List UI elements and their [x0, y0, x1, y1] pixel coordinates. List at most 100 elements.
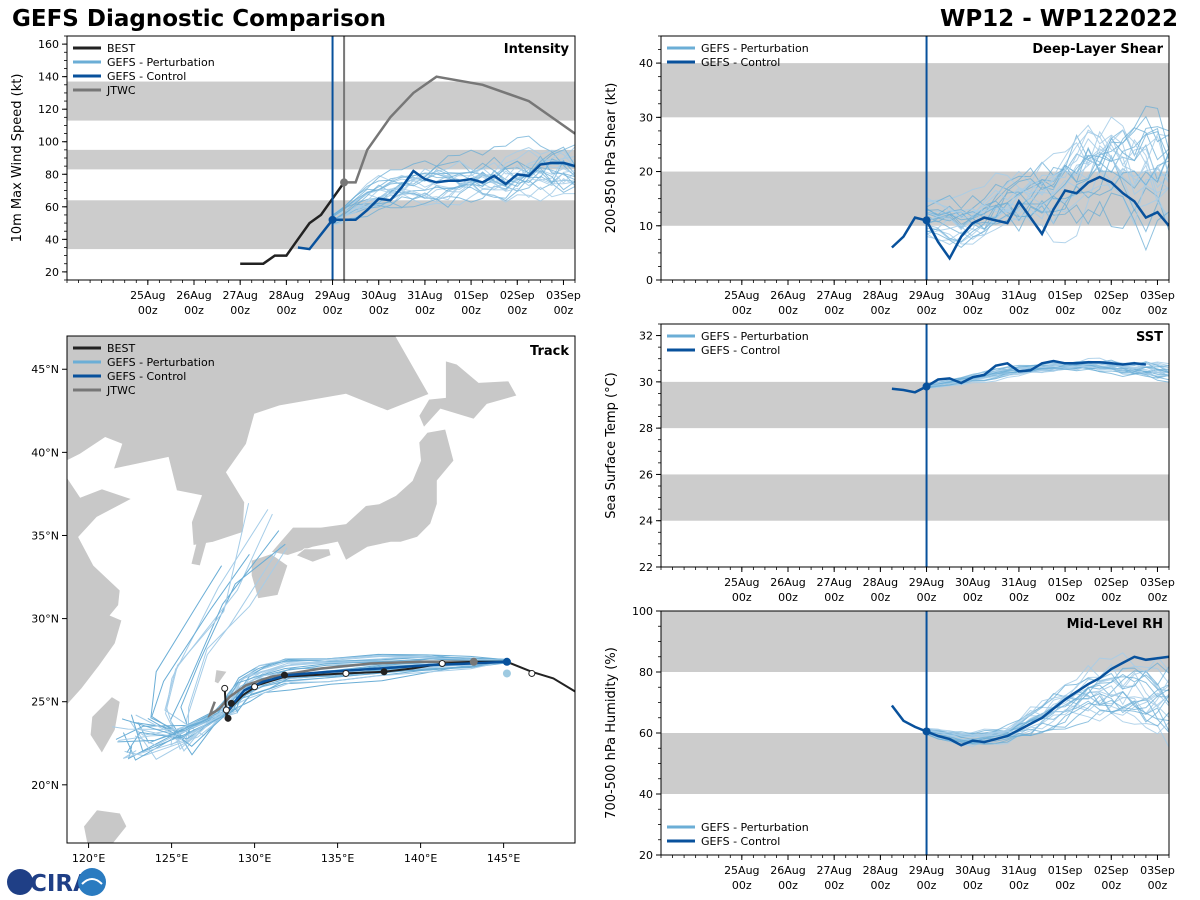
x-tick-hour-sst: 00z [917, 591, 937, 604]
x-tick-hour-intensity: 00z [507, 304, 527, 317]
x-tick-hour-intensity: 00z [184, 304, 204, 317]
x-tick-date-intensity: 28Aug [269, 289, 304, 302]
y-tick-label-sst: 24 [639, 515, 653, 528]
y-tick-label-track: 20°N [31, 779, 59, 792]
x-tick-date-shear: 03Sep [1140, 289, 1175, 302]
y-tick-label-sst: 32 [639, 330, 653, 343]
x-tick-date-intensity: 29Aug [315, 289, 350, 302]
best-track-marker [222, 706, 230, 714]
y-tick-label-rh: 20 [639, 849, 653, 862]
best-track-marker [438, 659, 446, 667]
x-tick-hour-sst: 00z [963, 591, 983, 604]
perturbation-line-shear-11 [926, 126, 1169, 225]
legend-label-rh-1: GEFS - Control [701, 835, 780, 848]
y-tick-label-track: 30°N [31, 613, 59, 626]
jtwc-init-marker [340, 178, 349, 187]
init-marker-shear [922, 216, 931, 225]
x-tick-date-shear: 31Aug [1001, 289, 1036, 302]
x-tick-hour-intensity: 00z [230, 304, 250, 317]
legend-label-track-2: GEFS - Control [107, 370, 186, 383]
x-tick-label-track: 140°E [404, 852, 437, 865]
land-hokkaido [418, 360, 518, 429]
jtwc-track [207, 660, 474, 719]
best-track-marker [221, 684, 229, 692]
x-tick-label-track: 125°E [155, 852, 188, 865]
y-tick-label-shear: 30 [639, 111, 653, 124]
x-tick-date-intensity: 03Sep [546, 289, 581, 302]
x-tick-date-sst: 01Sep [1048, 576, 1083, 589]
y-tick-label-sst: 28 [639, 422, 653, 435]
x-tick-hour-rh: 00z [1101, 879, 1121, 892]
perturbation-line-intensity-21 [332, 155, 575, 218]
perturbation-track-3 [150, 565, 507, 731]
panel-shear: 0 10 20 30 40 25Aug 00z 26Aug 00z 27Aug 00z 28Aug 00… [604, 35, 1175, 317]
x-tick-hour-shear: 00z [1055, 304, 1075, 317]
x-tick-hour-rh: 00z [963, 879, 983, 892]
band-sst-1 [661, 381, 1169, 429]
y-tick-label-rh: 80 [639, 666, 653, 679]
x-tick-date-rh: 30Aug [955, 864, 990, 877]
y-tick-label-track: 45°N [31, 363, 59, 376]
x-tick-hour-sst: 00z [1009, 591, 1029, 604]
init-marker-rh [922, 727, 931, 736]
legend-label-shear-0: GEFS - Perturbation [701, 42, 809, 55]
panel-title-sst: SST [1136, 330, 1163, 345]
x-tick-hour-intensity: 00z [276, 304, 296, 317]
control-line-intensity [297, 161, 575, 251]
y-tick-label-sst: 26 [639, 468, 653, 481]
legend-label-track-1: GEFS - Perturbation [107, 356, 215, 369]
control-line-rh [890, 655, 1169, 747]
band-intensity-1 [67, 149, 575, 170]
perturbation-line-shear-8 [926, 178, 1169, 242]
x-tick-date-intensity: 31Aug [407, 289, 442, 302]
perturbation-line-shear-0 [926, 156, 1169, 245]
land-shikoku [295, 548, 332, 563]
band-intensity-2 [67, 81, 575, 121]
x-tick-date-rh: 31Aug [1001, 864, 1036, 877]
perturbation-end-marker [502, 669, 511, 678]
y-tick-label-track: 35°N [31, 529, 59, 542]
band-intensity-0 [67, 200, 575, 250]
perturbation-line-shear-13 [926, 160, 1169, 223]
legend-label-rh-0: GEFS - Perturbation [701, 821, 809, 834]
x-tick-date-sst: 30Aug [955, 576, 990, 589]
legend-label-sst-0: GEFS - Perturbation [701, 330, 809, 343]
x-tick-date-sst: 29Aug [909, 576, 944, 589]
x-tick-hour-sst: 00z [778, 591, 798, 604]
perturbation-track-18 [129, 659, 508, 760]
perturbation-line-shear-22 [926, 130, 1169, 219]
x-tick-date-intensity: 01Sep [454, 289, 489, 302]
x-tick-hour-shear: 00z [870, 304, 890, 317]
panel-intensity: 20 40 60 80 100 120 140 160 25Aug 00z 26Aug 00z 27Au… [10, 35, 581, 317]
x-tick-hour-sst: 00z [824, 591, 844, 604]
y-axis-label-shear: 200-850 hPa Shear (kt) [604, 83, 619, 234]
perturbation-line-shear-12 [926, 134, 1169, 219]
perturbation-track-20 [122, 655, 508, 759]
perturbation-line-intensity-5 [332, 179, 575, 226]
y-tick-label-track: 25°N [31, 696, 59, 709]
x-tick-hour-rh: 00z [824, 879, 844, 892]
x-tick-date-intensity: 25Aug [130, 289, 165, 302]
perturbation-line-rh-17 [926, 687, 1169, 735]
panel-rh: 20 40 60 80 100 25Aug 00z 26Aug 00z 27Aug 00z 28Aug… [604, 605, 1175, 892]
x-tick-hour-intensity: 00z [369, 304, 389, 317]
perturbation-line-shear-4 [926, 166, 1169, 243]
x-tick-label-track: 135°E [321, 852, 354, 865]
x-tick-hour-sst: 00z [1101, 591, 1121, 604]
x-tick-date-rh: 02Sep [1094, 864, 1129, 877]
band-shear-1 [661, 63, 1169, 118]
x-tick-date-sst: 27Aug [816, 576, 851, 589]
x-tick-date-rh: 27Aug [816, 864, 851, 877]
x-tick-hour-shear: 00z [824, 304, 844, 317]
x-tick-date-shear: 02Sep [1094, 289, 1129, 302]
x-tick-date-rh: 25Aug [724, 864, 759, 877]
x-tick-hour-rh: 00z [1055, 879, 1075, 892]
x-tick-hour-sst: 00z [1148, 591, 1168, 604]
x-tick-date-rh: 03Sep [1140, 864, 1175, 877]
x-tick-date-shear: 26Aug [770, 289, 805, 302]
legend-label-track-0: BEST [107, 342, 135, 355]
y-tick-label-sst: 30 [639, 376, 653, 389]
band-rh-0 [661, 733, 1169, 794]
control-line-sst [891, 359, 1147, 394]
control-init-marker [502, 657, 511, 666]
